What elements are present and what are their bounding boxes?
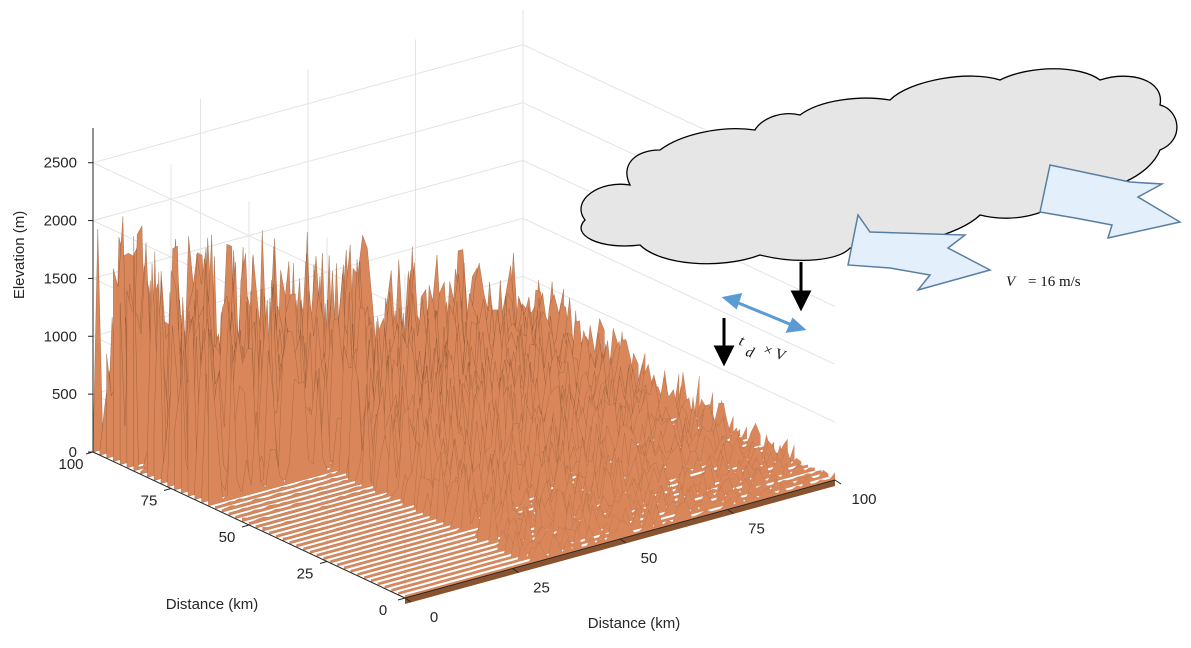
terrain-strip	[221, 349, 653, 513]
y-tick	[319, 561, 328, 564]
y-tick	[241, 524, 250, 528]
displacement-arrow	[721, 293, 807, 333]
y-axis-label: Distance (km)	[166, 596, 259, 613]
terrain-strip	[384, 462, 815, 589]
wind-arrow	[847, 213, 993, 292]
x-tick	[619, 538, 627, 544]
velocity-symbol: V	[1006, 274, 1017, 290]
z-tick-label: 0	[69, 444, 77, 461]
delay-symbol: t	[737, 333, 747, 350]
cloud	[580, 68, 1178, 265]
z-tick-label: 1000	[44, 328, 77, 345]
rain-arrows	[713, 262, 812, 367]
x-tick-label: 0	[430, 609, 438, 626]
x-tick-label: 75	[748, 521, 765, 538]
y-tick-label: 0	[379, 602, 387, 619]
x-axis-label: Distance (km)	[588, 615, 681, 632]
y-tick	[85, 451, 94, 455]
x-tick-label: 25	[533, 580, 550, 597]
x-tick	[727, 509, 734, 514]
y-tick-label: 25	[297, 566, 314, 583]
terrain-surface	[92, 216, 836, 604]
terrain-base	[405, 480, 835, 604]
terrain-strip	[228, 350, 659, 516]
y-tick-label: 75	[141, 493, 158, 510]
x-tick	[834, 479, 842, 485]
delay-subscript: d	[743, 344, 756, 362]
y-tick-label: 100	[58, 456, 83, 473]
y-tick	[163, 488, 172, 491]
z-tick-label: 1500	[44, 270, 77, 287]
y-tick-label: 50	[219, 529, 236, 546]
terrain-strip	[404, 471, 836, 599]
z-tick-label: 2500	[44, 155, 77, 172]
z-tick-label: 2000	[44, 213, 77, 230]
z-tick-label: 500	[52, 386, 77, 403]
y-tick	[397, 597, 406, 601]
delay-product: × V	[761, 342, 788, 365]
x-tick-label: 100	[851, 491, 876, 508]
velocity-value: = 16 m/s	[1028, 274, 1081, 290]
terrain-strip	[282, 391, 714, 542]
x-tick-label: 50	[641, 550, 658, 567]
z-axis-label: Elevation (m)	[11, 211, 28, 299]
wind-arrow	[1039, 164, 1183, 240]
x-tick	[512, 568, 519, 573]
x-tick	[404, 597, 412, 603]
